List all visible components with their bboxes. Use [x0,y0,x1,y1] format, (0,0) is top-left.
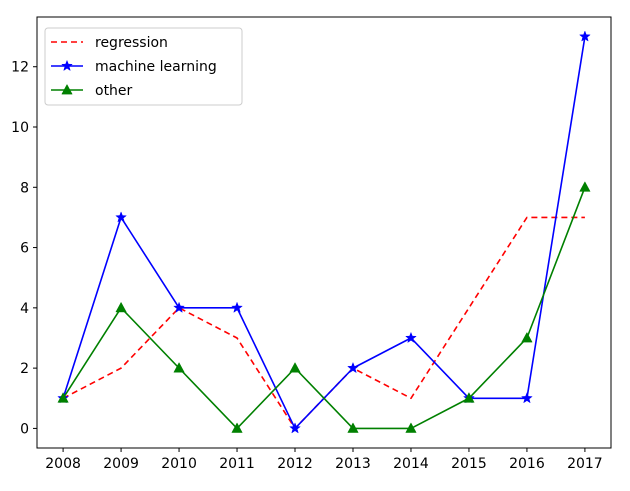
legend-label: other [95,83,133,99]
data-point-triangle [463,392,475,403]
data-point-triangle [347,422,359,433]
data-point-triangle [521,331,533,343]
y-tick-label: 12 [11,60,29,76]
data-point-triangle [115,301,127,313]
data-point-star [347,361,359,374]
y-tick-label: 6 [20,241,29,257]
data-point-star [173,301,185,313]
y-tick-label: 10 [11,120,29,136]
data-point-star [231,301,243,313]
data-point-star [521,392,533,404]
series-line [62,187,586,430]
legend-box [44,27,243,106]
y-tick-label: 4 [20,301,29,317]
x-tick-label: 2015 [451,456,487,472]
x-tick-label: 2016 [509,456,545,472]
axes-layer: 2008 2009 2010 2011 2012 2013 2014 2015 2016 2017… [11,60,603,472]
data-point-triangle [405,422,417,433]
x-tick-label: 2008 [45,456,81,472]
data-point-triangle [231,422,243,433]
series-layer [57,30,591,434]
legend-label: regression [95,35,168,51]
y-tick-label: 0 [20,421,29,437]
data-point-star [405,331,417,344]
data-point-star [115,211,127,223]
data-point-star [289,422,301,434]
legend: regression machine learning other [44,27,243,106]
y-tick-label: 2 [20,361,29,377]
data-point-triangle [57,392,69,403]
legend-marker-triangle [61,83,73,95]
data-point-triangle [173,362,185,373]
legend-marker-star [61,59,73,72]
x-tick-label: 2011 [219,456,255,472]
x-tick-label: 2012 [277,456,313,472]
x-tick-label: 2017 [567,456,603,472]
legend-item: machine learning [51,59,217,75]
legend-label: machine learning [95,59,217,75]
legend-items: regression machine learning other [51,35,217,99]
data-point-triangle [289,362,301,373]
x-tick-label: 2009 [103,456,139,472]
plot-area-frame [36,16,612,449]
legend-item: other [51,83,133,99]
x-tick-label: 2010 [161,456,197,472]
y-tick-label: 8 [20,180,29,196]
legend-item: regression [51,35,168,51]
x-tick-label: 2013 [335,456,371,472]
data-point-triangle [579,181,591,192]
data-point-star [579,30,591,42]
x-tick-label: 2014 [393,456,429,472]
series-other [57,181,591,433]
